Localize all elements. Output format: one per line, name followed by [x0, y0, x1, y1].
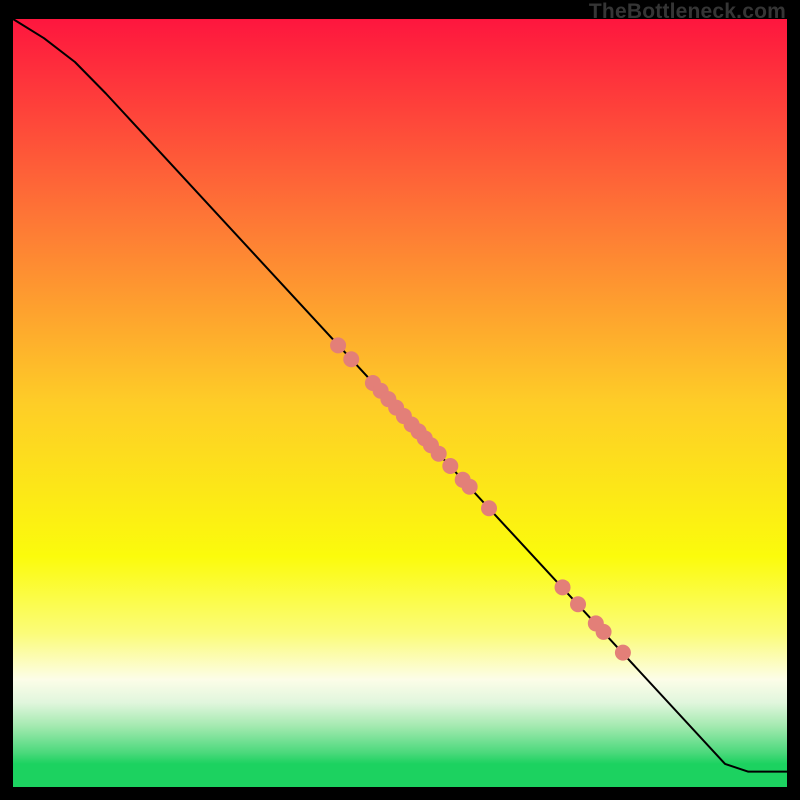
data-marker — [462, 479, 478, 495]
data-marker — [570, 596, 586, 612]
watermark-label: TheBottleneck.com — [589, 0, 786, 24]
plot-area — [13, 19, 787, 787]
trend-line — [13, 19, 787, 772]
data-marker — [442, 458, 458, 474]
data-marker — [343, 351, 359, 367]
data-marker — [596, 624, 612, 640]
data-marker — [481, 500, 497, 516]
data-marker — [615, 645, 631, 661]
chart-svg — [13, 19, 787, 787]
data-marker — [431, 446, 447, 462]
data-marker — [555, 579, 571, 595]
data-marker — [330, 337, 346, 353]
chart-frame: TheBottleneck.com — [0, 0, 800, 800]
